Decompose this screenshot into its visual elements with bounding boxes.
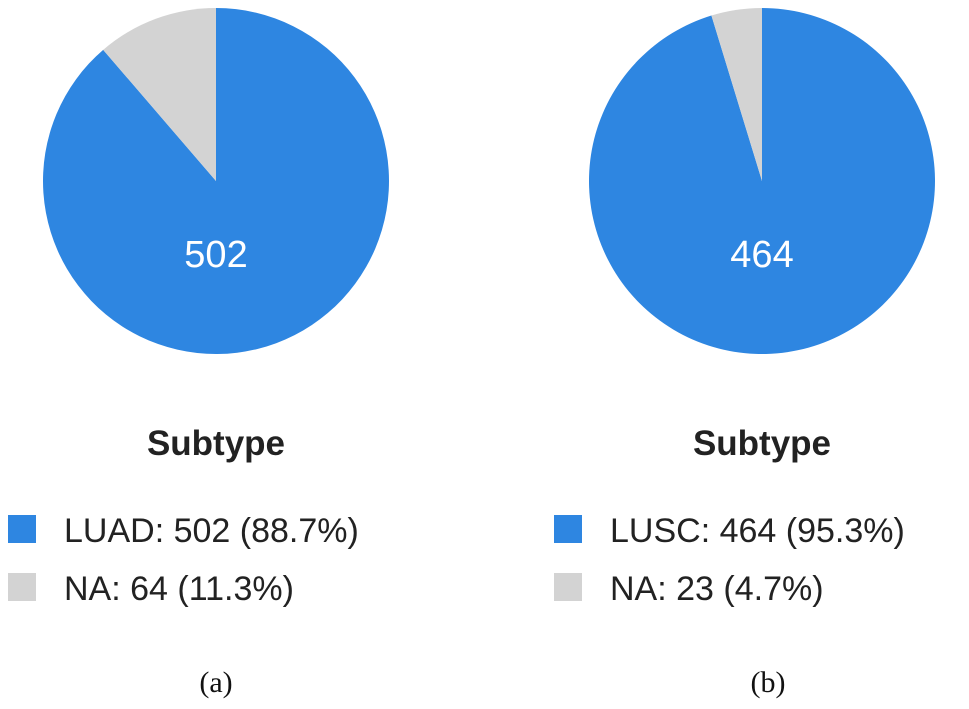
legend-entry-na: NA: 23 (4.7%) — [610, 570, 824, 608]
panel-label: (a) — [199, 666, 232, 699]
legend-swatch-luad — [8, 515, 36, 543]
panel-label: (b) — [751, 666, 786, 699]
pie-slice-lusc — [588, 8, 935, 355]
legend-entry-na: NA: 64 (11.3%) — [64, 570, 294, 608]
legend-swatch-lusc — [554, 515, 582, 543]
legend-swatch-na — [8, 573, 36, 601]
slice-value-label: 464 — [730, 234, 793, 276]
legend-swatch-na — [554, 573, 582, 601]
legend-entry-luad: LUAD: 502 (88.7%) — [64, 512, 359, 550]
pie-slice-luad — [42, 8, 389, 355]
pie-chart-a: 502 Subtype LUAD: 502 (88.7%) NA: 64 (11.3%… — [8, 8, 389, 699]
slice-value-label: 502 — [184, 234, 247, 276]
legend-title: Subtype — [693, 424, 831, 463]
pie-slice-na — [711, 8, 762, 181]
legend-title: Subtype — [147, 424, 285, 463]
pie-slice-na — [103, 8, 216, 181]
legend-entry-lusc: LUSC: 464 (95.3%) — [610, 512, 905, 550]
pie-chart-b: 464 Subtype LUSC: 464 (95.3%) NA: 23 (4.7%)… — [554, 8, 935, 699]
